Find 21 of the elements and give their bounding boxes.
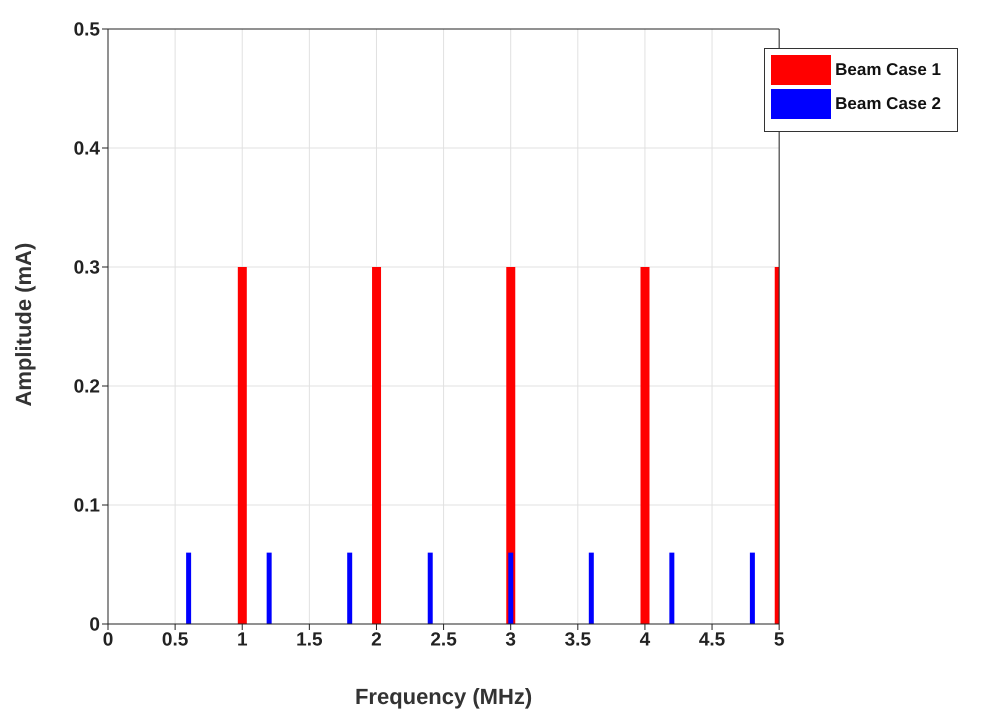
legend-label: Beam Case 1 bbox=[835, 60, 941, 80]
y-tick-label: 0.2 bbox=[74, 376, 100, 398]
x-tick-label: 0 bbox=[102, 629, 114, 650]
y-tick-label: 0.4 bbox=[74, 138, 100, 160]
x-tick-label: 3 bbox=[505, 629, 516, 650]
x-tick-label: 2 bbox=[371, 629, 382, 650]
legend-label: Beam Case 2 bbox=[835, 94, 941, 114]
x-tick-label: 3.5 bbox=[564, 629, 592, 650]
y-tick-label: 0.3 bbox=[74, 258, 100, 279]
y-tick-label: 0 bbox=[89, 614, 100, 636]
y-tick-label: 0.1 bbox=[74, 496, 100, 517]
x-tick-label: 1 bbox=[236, 629, 248, 650]
x-tick-label: 5 bbox=[774, 629, 785, 650]
x-tick-label: 4 bbox=[640, 629, 651, 650]
y-tick-label: 0.5 bbox=[74, 20, 100, 41]
x-axis-title: Frequency (MHz) bbox=[354, 684, 532, 709]
x-tick-label: 0.5 bbox=[162, 629, 189, 650]
x-tick-label: 1.5 bbox=[296, 629, 323, 650]
x-tick-label: 4.5 bbox=[698, 629, 726, 650]
y-axis-title: Amplitude (mA) bbox=[10, 242, 36, 406]
x-tick-label: 2.5 bbox=[430, 629, 458, 650]
